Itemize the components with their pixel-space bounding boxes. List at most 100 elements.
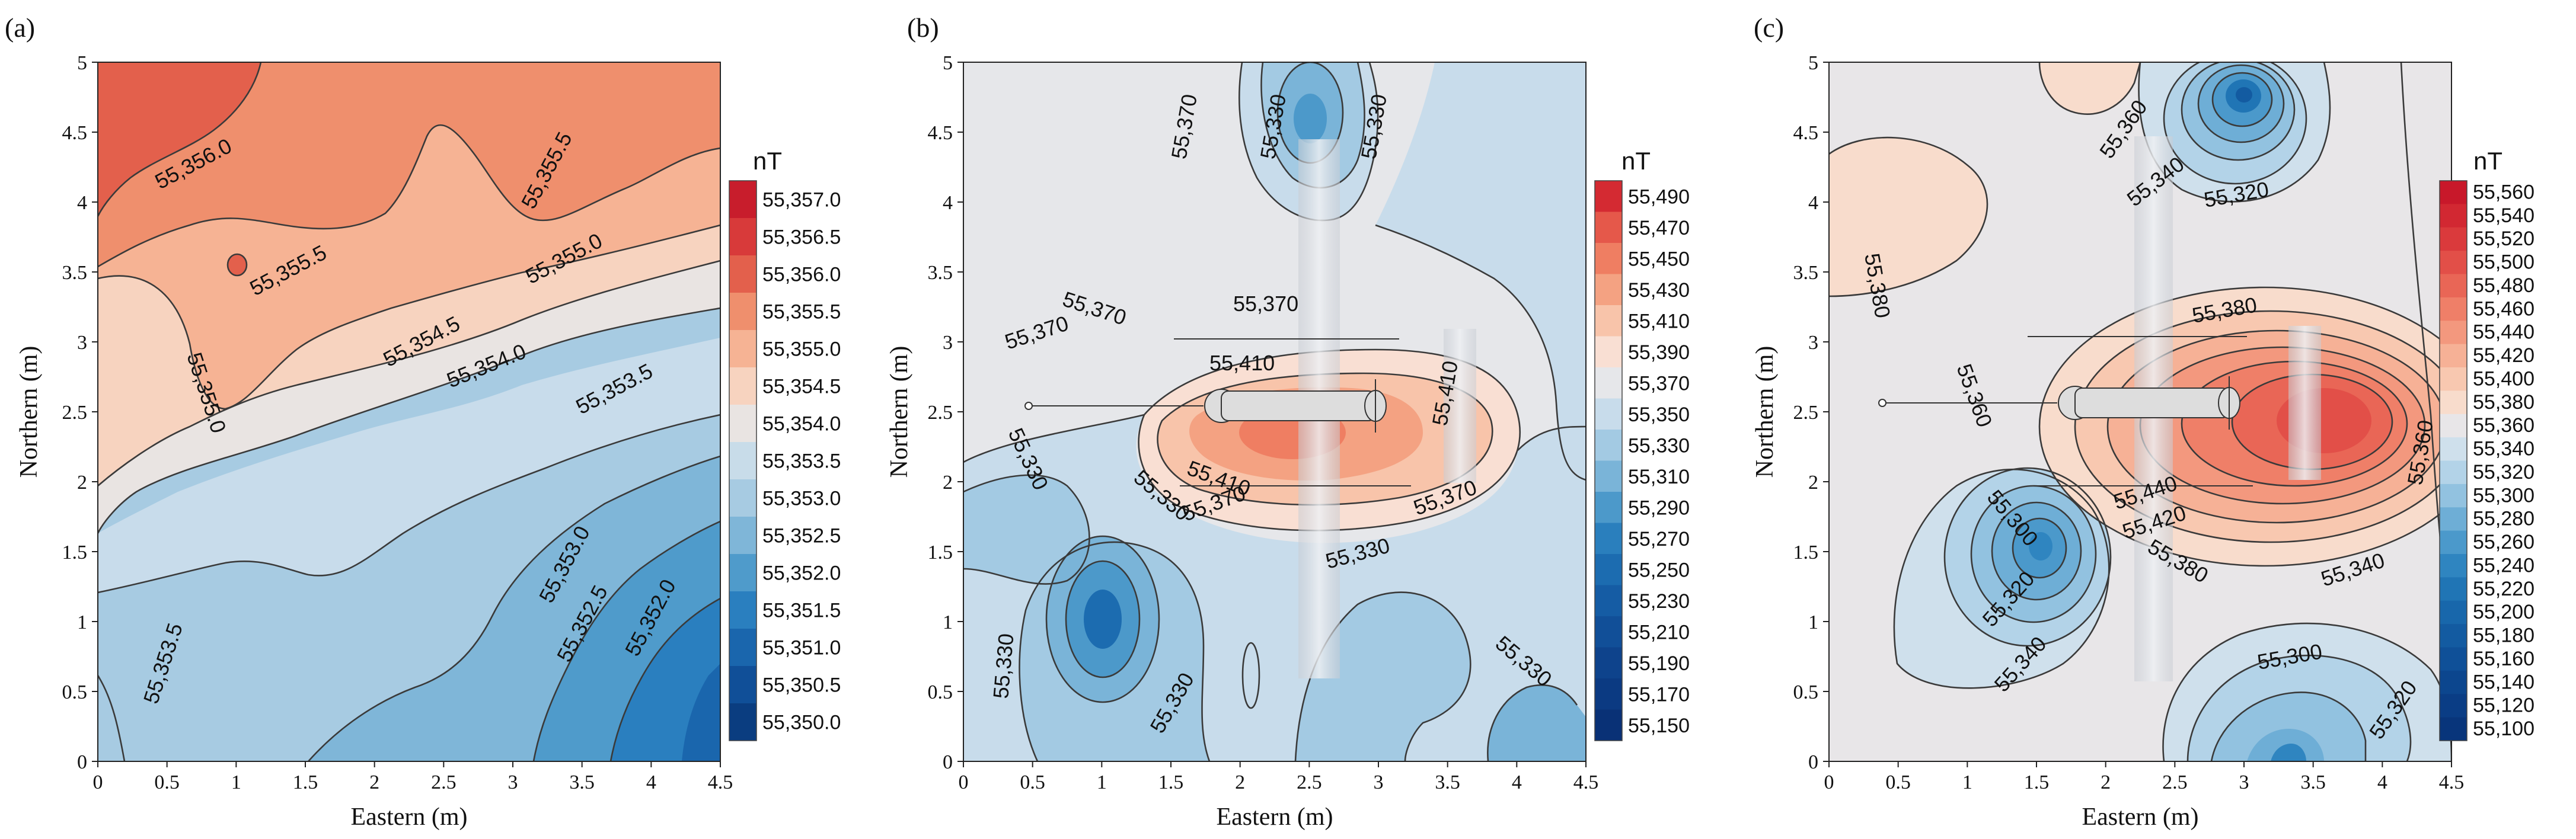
panel-a-label: (a) <box>5 12 35 43</box>
panel-c-colorbar-swatch <box>2440 694 2467 718</box>
panel-c-x-tick-label: 3 <box>2239 771 2249 793</box>
panel-c-colorbar-tick-label: 55,420 <box>2473 344 2534 367</box>
panel-b-low-55270 <box>1084 590 1122 649</box>
panel-c-colorbar-swatch <box>2440 717 2467 741</box>
panel-b-y-tick-label: 0.5 <box>928 681 953 703</box>
panel-a-colorbar-swatch <box>729 517 756 555</box>
panel-b-colorbar-tick-label: 55,310 <box>1628 466 1690 488</box>
panel-c-colorbar-swatch <box>2440 530 2467 555</box>
panel-b-colorbar-tick-label: 55,390 <box>1628 341 1690 364</box>
panel-a-y-tick-label: 1 <box>77 611 87 633</box>
panel-b: (b) <box>886 12 1690 831</box>
panel-c-y-tick-label: 2.5 <box>1793 402 1819 424</box>
panel-b-colorbar-tick-label: 55,190 <box>1628 652 1690 675</box>
panel-b-contours: 55,370 55,330 55,330 55,370 55,370 55,37… <box>963 62 1586 761</box>
panel-c-isoline-14 <box>2012 517 2067 579</box>
panel-c-y-tick-label: 0.5 <box>1793 681 1819 703</box>
panel-c-colorbar-tick-label: 55,300 <box>2473 484 2534 507</box>
panel-a-colorbar-tick-label: 55,352.5 <box>762 525 841 547</box>
panel-a-x-tick-label: 1.5 <box>293 771 318 793</box>
panel-c-colorbar-tick-label: 55,180 <box>2473 625 2534 647</box>
panel-c-x-tick-label: 3.5 <box>2300 771 2326 793</box>
panel-a-colorbar-tick-label: 55,354.0 <box>762 413 841 435</box>
panel-a-y-tick-label: 4.5 <box>62 122 88 144</box>
panel-a-colorbar-swatch <box>729 218 756 256</box>
panel-a-colorbar-tick-label: 55,351.5 <box>762 600 841 622</box>
panel-a-x-tick-label: 3.5 <box>569 771 595 793</box>
panel-c-colorbar-swatch <box>2440 507 2467 531</box>
panel-c-colorbar-swatch <box>2440 483 2467 508</box>
panel-a-spot-55356 <box>226 253 248 277</box>
panel-b-colorbar-tick-label: 55,490 <box>1628 185 1690 208</box>
panel-c: (c) <box>1751 12 2534 831</box>
panel-a-isoline-3 <box>98 224 720 410</box>
panel-b-colorbar-tick-label: 55,450 <box>1628 248 1690 270</box>
panel-b-band-55310-se <box>1487 685 1586 761</box>
panel-b-band-55350-right <box>1375 62 1586 480</box>
panel-c-isoline-10 <box>2211 72 2273 127</box>
panel-c-tail-icon <box>2288 326 2321 480</box>
panel-a-x-tick-label: 0 <box>93 771 103 793</box>
panel-b-low-55290-top <box>1294 94 1327 143</box>
panel-a-y-tick-label: 4 <box>77 192 87 214</box>
panel-b-contour-label: 55,370 <box>1233 292 1298 316</box>
panel-a-colorbar-tick-label: 55,350.0 <box>762 712 841 734</box>
panel-c-colorbar-tick-label: 55,520 <box>2473 228 2534 250</box>
panel-b-colorbar-swatch <box>1595 616 1622 648</box>
panel-a-isoline-10 <box>98 675 126 761</box>
panel-c-colorbar-swatch <box>2440 274 2467 298</box>
panel-c-x-axis-label: Eastern (m) <box>2082 803 2198 831</box>
panel-b-x-tick-label: 2.5 <box>1297 771 1322 793</box>
panel-a-colorbar-tick-label: 55,353.5 <box>762 450 841 473</box>
panel-a-isoline-7 <box>308 455 720 761</box>
panel-b-y-tick-label: 4.5 <box>928 122 953 144</box>
panel-a-colorbar-swatch <box>729 591 756 629</box>
panel-a-colorbar-tick-label: 55,356.5 <box>762 226 841 249</box>
panel-b-colorbar-swatch <box>1595 274 1622 306</box>
panel-b-x-axis-label: Eastern (m) <box>1216 803 1333 831</box>
panel-b-axes: 0 0.5 1 1.5 2 2.5 3 3.5 4 4.5 0 0.5 1 1.5 2 2.5 3 3.5 4 4.5… <box>928 52 1599 793</box>
panel-a-y-tick-label: 2 <box>77 472 87 494</box>
panel-c-colorbar-tick-label: 55,460 <box>2473 297 2534 320</box>
panel-b-x-tick-label: 3.5 <box>1435 771 1460 793</box>
panel-b-isoline-4 <box>1517 425 1586 451</box>
panel-b-colorbar-swatch <box>1595 336 1622 368</box>
panel-a-colorbar-swatch <box>729 405 756 443</box>
panel-c-colorbar-tick-label: 55,360 <box>2473 414 2534 437</box>
panel-c-isoline-9 <box>2163 62 2307 185</box>
panel-b-isoline-8 <box>1019 541 1211 761</box>
panel-b-y-tick-label: 1.5 <box>928 542 953 563</box>
panel-b-colorbar-swatch <box>1595 398 1622 430</box>
panel-a-isoline-1 <box>98 62 262 217</box>
panel-b-colorbar: 55,490 55,470 55,450 55,430 55,410 55,390 55,3… <box>1594 180 1690 741</box>
panel-c-y-axis-label: Northern (m) <box>1751 346 1779 478</box>
panel-a-colorbar-unit: nT <box>753 147 782 175</box>
panel-b-colorbar-frame <box>1594 180 1623 741</box>
panel-b-colorbar-tick-label: 55,270 <box>1628 528 1690 550</box>
panel-c-colorbar-swatch <box>2440 554 2467 578</box>
panel-c-x-tick-label: 0.5 <box>1885 771 1911 793</box>
panel-c-band-55380-n <box>2039 62 2140 114</box>
panel-a-y-tick-label: 2.5 <box>62 402 88 424</box>
panel-a-isoline-4 <box>98 260 720 486</box>
panel-c-colorbar-swatch <box>2440 181 2467 204</box>
panel-c-colorbar-swatch <box>2440 344 2467 368</box>
panel-b-colorbar-tick-label: 55,330 <box>1628 434 1690 457</box>
panel-a-colorbar-tick-label: 55,354.5 <box>762 376 841 398</box>
panel-a-colorbar-tick-label: 55,351.0 <box>762 637 841 659</box>
panel-b-tail-icon <box>1444 329 1476 483</box>
panel-a-y-tick-label: 0.5 <box>62 681 88 703</box>
panel-c-isoline-15 <box>1893 469 2110 689</box>
panel-a-colorbar-tick-label: 55,355.0 <box>762 338 841 361</box>
panel-b-y-tick-label: 1 <box>943 611 953 633</box>
panel-a-y-tick-label: 0 <box>77 751 87 773</box>
panel-c-colorbar-swatch <box>2440 390 2467 415</box>
panel-b-y-tick-label: 2.5 <box>928 402 953 424</box>
panel-a-colorbar-swatch <box>729 703 756 741</box>
panel-c-x-tick-label: 4 <box>2377 771 2387 793</box>
panel-c-isoline-17 <box>2038 62 2141 115</box>
panel-b-colorbar-swatch <box>1595 212 1622 244</box>
panel-a-contours: 55,356.0 55,355.5 55,355.5 55,355.0 55,3… <box>98 62 720 761</box>
panel-b-colorbar-tick-label: 55,230 <box>1628 590 1690 613</box>
panel-a-y-tick-label: 1.5 <box>62 542 88 563</box>
